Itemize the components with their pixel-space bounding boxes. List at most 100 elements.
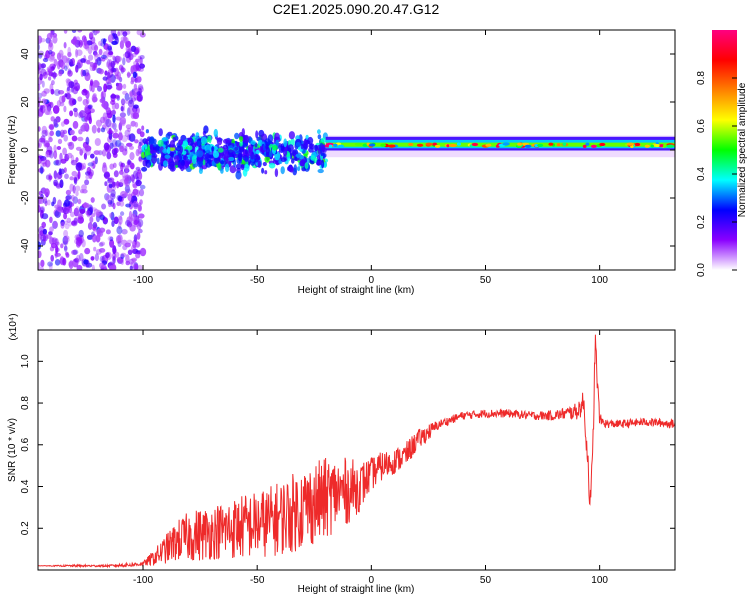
spectrogram-cell — [72, 249, 79, 255]
spectrogram-peak — [416, 143, 424, 147]
spectrogram-cell — [108, 47, 113, 55]
spectrogram-cell — [109, 236, 114, 242]
spectrogram-cell — [63, 134, 68, 142]
spectrogram-peak — [387, 144, 396, 148]
spectrogram-cell — [38, 67, 41, 74]
spectrogram-cell — [118, 215, 123, 225]
spectrogram-cell — [100, 41, 106, 47]
spectrogram-cell — [307, 136, 314, 145]
colorbar: 0.0 0.2 0.4 0.6 0.8 Normalized spectral ampl… — [696, 30, 748, 277]
spectrogram-cell — [110, 100, 116, 105]
snr-panel: -100 -50 0 50 100 0.2 0.4 0.6 0.8 1.0 Height of s… — [7, 313, 676, 595]
spectrogram-cell — [213, 128, 218, 138]
spectrogram-cell — [80, 58, 86, 63]
spectrogram-cell — [38, 104, 44, 112]
spectrogram-cell — [141, 125, 145, 131]
spectrogram-cell — [63, 105, 67, 113]
spectrogram-cell — [127, 99, 135, 108]
spectrogram-cell — [192, 162, 198, 168]
spectrogram-cell — [225, 138, 232, 144]
chart-title: C2E1.2025.090.20.47.G12 — [273, 1, 440, 17]
spectrogram-cell — [45, 142, 50, 148]
spectrogram-cell — [73, 217, 78, 225]
spectrogram-cell — [38, 126, 41, 132]
spectrogram-cell — [38, 70, 43, 75]
spectrogram-peak — [485, 143, 492, 147]
spectrogram-cell — [187, 137, 192, 143]
spectrogram-cell — [67, 51, 72, 58]
spectrogram-cell — [78, 229, 84, 238]
spectrogram-cell — [124, 184, 130, 194]
snr-y-axis-label: SNR (10 * v/v) — [7, 418, 18, 482]
spectrogram-cell — [69, 59, 74, 67]
spectrogram-cell — [52, 71, 57, 80]
spectrogram-cell — [39, 38, 46, 43]
spectrogram-cell — [56, 146, 62, 150]
spectrogram-cell — [96, 212, 100, 217]
spectrogram-cell — [73, 107, 78, 112]
spectrogram-cell — [61, 95, 66, 103]
spectrogram-cell — [55, 241, 60, 246]
spectrogram-cell — [139, 138, 144, 147]
spectrogram-cell — [48, 50, 53, 55]
spectrogram-cell — [47, 261, 53, 267]
spectrogram-cell — [91, 264, 95, 270]
spectrogram-cell — [38, 262, 41, 270]
spectrogram-cell — [106, 251, 112, 260]
spectrogram-cell — [134, 236, 138, 245]
spectrogram-cell — [133, 220, 140, 228]
spectrogram-cell — [41, 90, 47, 97]
spectrogram-peak — [448, 143, 457, 148]
spectrogram-cell — [98, 48, 103, 56]
spectrogram-cell — [158, 128, 163, 137]
spectrogram-cell — [93, 81, 100, 88]
spectrogram-cell — [174, 155, 180, 163]
spectrogram-cell — [120, 252, 127, 258]
spectrogram-cell — [118, 221, 122, 230]
spectrogram-cell — [44, 200, 48, 207]
spectrogram-peak — [524, 144, 532, 148]
spectrogram-cell — [72, 36, 77, 46]
spectrogram-cell — [73, 177, 78, 185]
spectrogram-cell — [110, 189, 116, 198]
spectrogram-cell — [53, 221, 58, 228]
spectrogram-cell — [117, 234, 123, 244]
x-tick-label: -100 — [133, 575, 153, 586]
spectrogram-cell — [84, 72, 91, 82]
spectrogram-cell — [183, 141, 189, 146]
spectrogram-cell — [91, 124, 97, 134]
spectrogram-cell — [146, 156, 152, 161]
spectrogram-cell — [93, 52, 99, 58]
spectrogram-cell — [110, 60, 116, 68]
spectrogram-cell — [63, 244, 68, 253]
spectrogram-cell — [132, 112, 140, 120]
spectrogram-cell — [40, 259, 45, 268]
spectrogram-cell — [239, 136, 244, 142]
spectrogram-cell — [78, 129, 83, 135]
spectrogram-cell — [48, 136, 53, 143]
spectrogram-cell — [38, 53, 43, 59]
spectrogram-peak — [408, 142, 414, 147]
spectrogram-cell — [133, 234, 138, 243]
spectrogram-cell — [82, 69, 86, 77]
spectrogram-cell — [132, 71, 137, 79]
spectrogram-cell — [75, 64, 79, 73]
spectrogram-cell — [108, 127, 112, 135]
spectrogram-cell — [93, 150, 101, 156]
spectrogram-cell — [243, 164, 250, 172]
spectrogram-cell — [156, 157, 160, 165]
spectrogram-cell — [48, 42, 54, 52]
spectrogram-cell — [113, 216, 119, 225]
spectrogram-cell — [107, 45, 112, 51]
spectrogram-cell — [126, 216, 132, 226]
spectrogram-cell — [94, 156, 98, 165]
spectrogram-cell — [111, 139, 118, 148]
spectrogram-cell — [127, 159, 131, 166]
spectrogram-peak — [654, 143, 660, 148]
spectrogram-cell — [224, 163, 230, 173]
spectrogram-cell — [108, 183, 113, 189]
spectrogram-cell — [139, 188, 145, 197]
spectrogram-cell — [46, 32, 53, 40]
spectrogram-cell — [121, 135, 128, 143]
spectrogram-cell — [47, 199, 51, 206]
